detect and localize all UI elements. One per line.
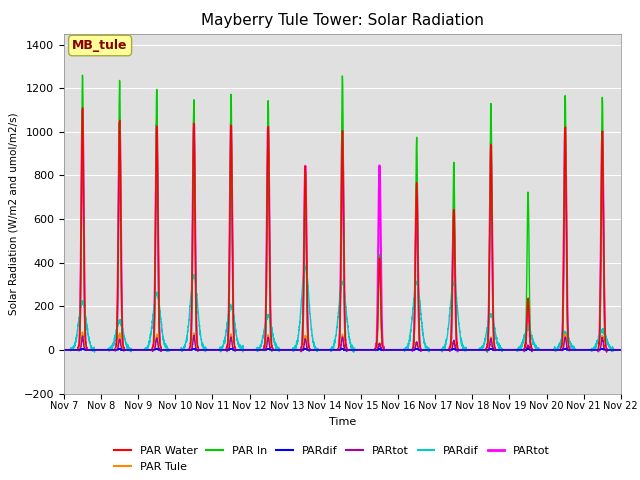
Line: PARtot: PARtot [64,336,621,350]
PARtot [559,348,566,353]
PAR In [436,347,444,353]
PARdif [616,347,624,353]
PARtot [467,347,475,353]
PAR In [467,347,475,353]
PARtot [322,347,330,353]
PAR Water [161,347,168,353]
Title: Mayberry Tule Tower: Solar Radiation: Mayberry Tule Tower: Solar Radiation [201,13,484,28]
PAR Water [60,347,68,353]
PARtot [499,347,507,353]
Text: MB_tule: MB_tule [72,39,128,52]
PARdif [161,339,168,345]
PARdif [467,347,475,353]
PARdif [468,347,476,353]
PARdif [499,347,507,353]
PARdif [60,347,68,353]
PAR In [322,347,330,353]
PAR In [617,347,625,353]
Line: PAR In: PAR In [64,75,621,352]
PARtot [616,347,624,353]
PAR In [484,349,492,355]
PARdif [524,346,532,351]
PAR Water [79,105,86,110]
PAR Water [616,347,624,353]
Y-axis label: Solar Radiation (W/m2 and umol/m2/s): Solar Radiation (W/m2 and umol/m2/s) [8,112,18,315]
PARdif [322,347,330,353]
PARtot [60,347,68,353]
PARtot [322,347,330,353]
PARtot [436,347,444,353]
PAR In [79,72,86,78]
PARtot [190,333,198,338]
PAR In [161,347,168,353]
PARdif [301,263,308,269]
X-axis label: Time: Time [329,417,356,427]
PAR Water [617,347,625,353]
Line: PARtot: PARtot [64,109,621,351]
PARtot [60,347,68,353]
PAR Tule [436,347,444,353]
PARtot [616,347,624,353]
PAR Tule [161,347,168,353]
PARdif [436,347,444,353]
PARtot [617,347,625,353]
PARtot [160,347,168,353]
Line: PARdif: PARdif [64,348,621,350]
PAR Tule [499,347,507,353]
PARtot [499,347,507,353]
Legend: PAR Water, PAR Tule, PAR In, PARdif, PARtot, PARdif, PARtot: PAR Water, PAR Tule, PAR In, PARdif, PAR… [114,446,550,471]
PARdif [617,347,625,353]
PAR Water [436,347,444,353]
Line: PAR Tule: PAR Tule [64,332,621,351]
PAR In [616,347,624,353]
PAR In [60,347,68,353]
PARtot [467,347,475,353]
PARdif [523,348,531,353]
PARdif [499,347,506,353]
PAR Tule [616,347,624,353]
PAR Water [499,347,507,353]
PARdif [160,347,168,353]
PARtot [79,107,86,112]
PAR Tule [150,348,157,354]
PARdif [616,347,624,353]
Line: PAR Water: PAR Water [64,108,621,352]
PAR Water [467,347,475,353]
PAR In [499,347,507,353]
PARdif [60,347,68,353]
PARdif [436,347,444,353]
PAR Water [322,347,330,353]
PARtot [161,347,168,353]
PAR Tule [79,329,86,335]
PARdif [617,347,625,353]
PAR Tule [617,347,625,353]
PARdif [322,347,330,353]
PARtot [436,347,444,353]
PAR Tule [322,347,330,353]
PARtot [595,348,602,354]
Line: PARdif: PARdif [64,266,621,352]
PAR Tule [60,347,68,353]
PARdif [91,349,99,355]
PAR Tule [468,347,476,353]
PAR Water [603,349,611,355]
PARtot [617,347,625,353]
